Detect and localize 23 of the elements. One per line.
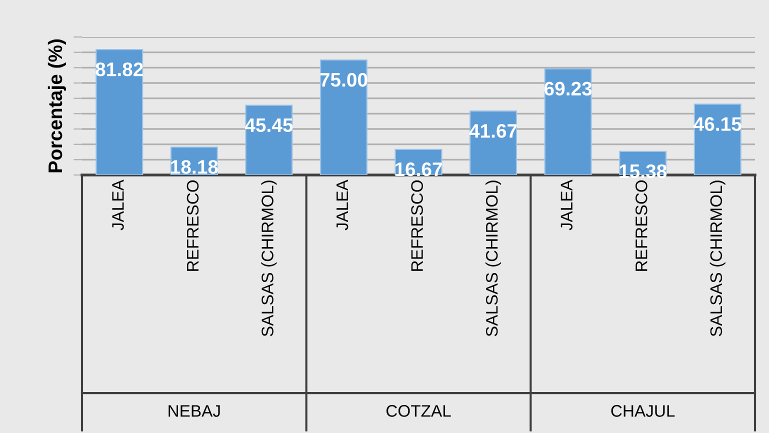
x-tick-label: REFRESCO bbox=[186, 180, 199, 271]
x-tick-label: REFRESCO bbox=[636, 180, 648, 271]
data-label: 81.82 bbox=[96, 62, 143, 76]
text: COTZAL bbox=[386, 405, 451, 417]
data-label: 15.38 bbox=[620, 164, 667, 178]
bar bbox=[470, 110, 518, 175]
text: CHAJUL bbox=[611, 405, 675, 417]
data-label: 75.00 bbox=[320, 72, 368, 87]
x-tick-label: SALSAS (CHIRMOL) bbox=[261, 180, 277, 336]
text: NEBAJ bbox=[168, 405, 220, 417]
data-label: 16.67 bbox=[395, 162, 442, 176]
bar bbox=[544, 68, 592, 175]
y-axis-title: Porcentaje (%) bbox=[48, 39, 66, 172]
x-tick-label: JALEA bbox=[112, 180, 124, 230]
data-label: 18.18 bbox=[171, 160, 218, 174]
data-label: 41.67 bbox=[469, 124, 517, 138]
bar bbox=[96, 48, 144, 175]
x-tick-label: SALSAS (CHIRMOL) bbox=[486, 180, 502, 336]
x-tick-label: SALSAS (CHIRMOL) bbox=[710, 180, 726, 336]
x-tick-label: JALEA bbox=[336, 180, 348, 230]
x-tick-label: JALEA bbox=[560, 180, 573, 230]
bar bbox=[320, 59, 368, 175]
x-tick-label: REFRESCO bbox=[411, 180, 423, 271]
